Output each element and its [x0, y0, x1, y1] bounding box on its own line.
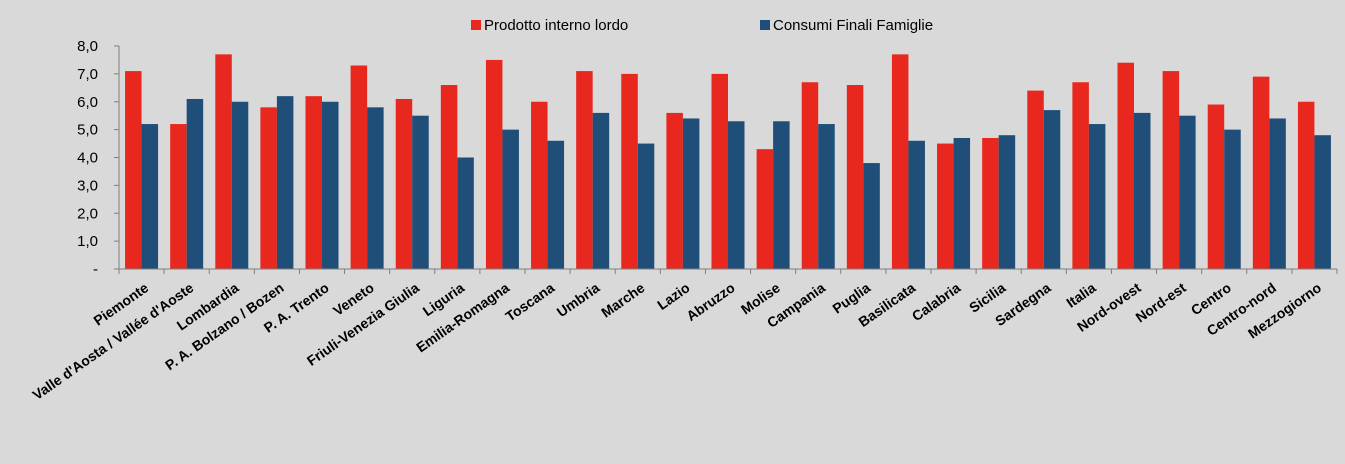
bar-pil-3: [260, 107, 277, 269]
bar-pil-26: [1297, 101, 1315, 269]
bar-consumi-19: [998, 135, 1016, 269]
x-category-label: Umbria: [554, 279, 603, 320]
y-tick-label: 7,0: [77, 66, 98, 83]
y-tick-label: 1,0: [77, 233, 98, 250]
y-tick-label: 6,0: [77, 94, 98, 111]
bar-consumi-22: [1134, 112, 1151, 270]
bar-consumi-26: [1314, 135, 1331, 269]
bar-consumi-2: [231, 101, 249, 269]
bar-pil-23: [1162, 71, 1180, 269]
bar-pil-18: [937, 143, 954, 269]
bar-pil-7: [440, 85, 458, 269]
bar-consumi-3: [276, 96, 294, 269]
bar-consumi-16: [863, 163, 880, 269]
y-tick-label: 2,0: [77, 205, 98, 222]
x-category-label: Calabria: [909, 279, 964, 324]
y-tick-label: -: [93, 261, 98, 278]
bar-consumi-4: [322, 101, 339, 269]
legend-label-1: Consumi Finali Famiglie: [773, 17, 933, 34]
bar-pil-6: [395, 98, 413, 270]
bar-pil-25: [1252, 76, 1270, 269]
bar-pil-5: [350, 65, 368, 269]
bar-consumi-23: [1179, 115, 1196, 269]
y-tick-label: 8,0: [77, 38, 98, 55]
bar-consumi-11: [637, 143, 655, 269]
bar-consumi-14: [773, 121, 790, 269]
bar-pil-8: [485, 59, 503, 269]
bar-consumi-25: [1269, 118, 1286, 269]
y-tick-label: 3,0: [77, 177, 98, 194]
bar-pil-16: [846, 85, 864, 269]
bar-consumi-17: [908, 140, 925, 269]
bar-pil-0: [125, 71, 142, 269]
bar-pil-11: [621, 73, 638, 270]
bar-pil-1: [170, 124, 187, 269]
bar-consumi-20: [1043, 110, 1061, 269]
bar-pil-19: [982, 137, 999, 269]
bar-pil-15: [801, 82, 819, 270]
bar-consumi-21: [1088, 124, 1106, 269]
bar-consumi-12: [682, 118, 700, 269]
bar-pil-21: [1072, 82, 1089, 270]
bar-pil-13: [711, 73, 728, 270]
bar-pil-24: [1207, 104, 1225, 269]
x-category-label: Abruzzo: [683, 279, 737, 324]
bar-consumi-1: [186, 98, 204, 270]
x-category-label: Marche: [598, 279, 648, 320]
y-axis: - 1,0 2,0 3,0 4,0 5,0 6,0 7,0 8,0: [77, 38, 120, 278]
bar-consumi-8: [502, 129, 519, 270]
bar-consumi-7: [457, 157, 474, 269]
x-category-label: Toscana: [502, 279, 557, 324]
y-tick-label: 5,0: [77, 122, 98, 139]
legend-swatch-1: [760, 20, 770, 30]
bar-pil-14: [756, 149, 774, 269]
bar-consumi-13: [728, 121, 745, 269]
x-category-label: Valle d'Aosta / Vallée d'Aoste: [29, 279, 196, 403]
y-tick-label: 4,0: [77, 150, 98, 167]
legend-label-0: Prodotto interno lordo: [484, 17, 628, 34]
bar-consumi-0: [141, 124, 159, 269]
bars: [125, 54, 1331, 270]
bar-pil-4: [305, 96, 322, 269]
bar-consumi-18: [953, 137, 971, 269]
bar-pil-9: [531, 101, 548, 269]
bar-consumi-24: [1224, 129, 1241, 270]
bar-consumi-9: [547, 140, 565, 269]
x-category-label: Italia: [1063, 279, 1098, 311]
bar-consumi-15: [818, 124, 835, 269]
legend-swatch-0: [471, 20, 481, 30]
bar-pil-20: [1027, 90, 1044, 269]
bar-pil-10: [576, 71, 593, 269]
legend: Prodotto interno lordo Consumi Finali Fam…: [471, 17, 933, 34]
bar-pil-12: [666, 112, 683, 270]
bar-consumi-5: [367, 107, 384, 269]
bar-pil-2: [215, 54, 232, 269]
x-category-label: Nord-est: [1133, 279, 1190, 325]
bar-pil-17: [891, 54, 909, 269]
bar-pil-22: [1117, 62, 1134, 269]
bar-consumi-10: [592, 112, 610, 270]
bar-consumi-6: [412, 115, 429, 269]
